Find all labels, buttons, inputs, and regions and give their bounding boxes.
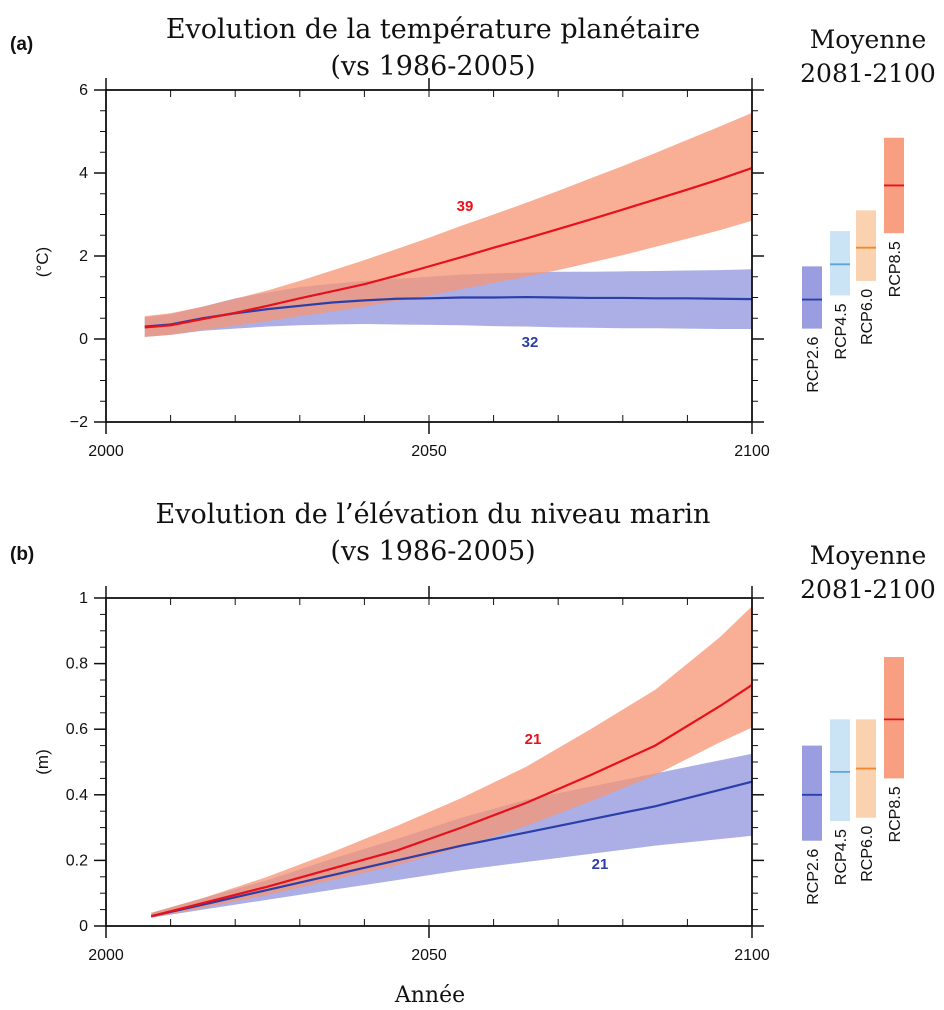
scenario-label-rcp6-0: RCP6.0 bbox=[859, 826, 876, 882]
scenario-label-rcp8-5: RCP8.5 bbox=[887, 241, 904, 297]
scenario-label-rcp4-5: RCP4.5 bbox=[833, 829, 850, 885]
y-tick-label: 6 bbox=[79, 82, 88, 99]
x-tick-label: 2000 bbox=[88, 947, 124, 964]
y-tick-label: 2 bbox=[79, 248, 88, 265]
range-bar-rcp2-6 bbox=[802, 266, 822, 329]
scenario-label-rcp6-0: RCP6.0 bbox=[859, 289, 876, 345]
model-count-label: 32 bbox=[522, 334, 539, 351]
y-tick-label: 4 bbox=[79, 165, 88, 182]
chart-subtitle: (vs 1986-2005) bbox=[330, 536, 535, 567]
y-axis-label: (m) bbox=[33, 749, 52, 774]
side-title-line1: Moyenne bbox=[810, 25, 927, 54]
model-count-label: 21 bbox=[592, 856, 609, 873]
side-title-line2: 2081-2100 bbox=[800, 59, 936, 88]
range-band-rcp2-6 bbox=[144, 269, 752, 337]
sea-level-side-bars: RCP2.6 RCP4.5 RCP6.0 RCP8.5 bbox=[802, 657, 904, 905]
temperature-panel: (a) Evolution de la température planétai… bbox=[10, 14, 936, 460]
x-tick-label: 2100 bbox=[734, 947, 770, 964]
range-bar-rcp4-5 bbox=[830, 719, 850, 822]
y-tick-label: 0.6 bbox=[66, 721, 88, 738]
panel-label: (b) bbox=[10, 544, 34, 565]
side-title-line2: 2081-2100 bbox=[800, 575, 936, 604]
x-axis-label: Année bbox=[394, 983, 465, 1008]
y-axis-label: (°C) bbox=[33, 247, 52, 277]
scenario-label-rcp8-5: RCP8.5 bbox=[887, 786, 904, 842]
x-tick-label: 2050 bbox=[411, 947, 447, 964]
model-count-label: 21 bbox=[525, 731, 542, 748]
chart-title: Evolution de la température planétaire bbox=[166, 14, 700, 45]
range-bar-rcp2-6 bbox=[802, 745, 822, 841]
panel-label: (a) bbox=[10, 34, 33, 55]
range-bar-rcp8-5 bbox=[884, 657, 904, 779]
mean-line-rcp2-6 bbox=[150, 780, 753, 918]
x-tick-label: 2000 bbox=[88, 443, 124, 460]
y-tick-label: 0 bbox=[79, 918, 88, 935]
side-title-line1: Moyenne bbox=[810, 541, 927, 570]
temperature-plot-area: 32 39 −2 0 2 4 6 2000 2050 2100 bbox=[70, 78, 770, 460]
range-bar-rcp4-5 bbox=[830, 231, 850, 296]
x-tick-label: 2100 bbox=[734, 443, 770, 460]
y-tick-label: 1 bbox=[79, 590, 88, 607]
range-band-rcp8-5 bbox=[151, 606, 753, 918]
range-bar-rcp6-0 bbox=[856, 210, 876, 281]
sea-level-plot-area: 21 21 0 0.2 0.4 0.6 0.8 1 2000 2050 2100 bbox=[66, 586, 770, 964]
x-tick-label: 2050 bbox=[411, 443, 447, 460]
temperature-side-bars: RCP2.6 RCP4.5 RCP6.0 RCP8.5 bbox=[802, 137, 904, 393]
scenario-label-rcp2-6: RCP2.6 bbox=[805, 849, 822, 905]
chart-subtitle: (vs 1986-2005) bbox=[330, 51, 535, 82]
sea-level-panel: (b) Evolution de l’élévation du niveau m… bbox=[10, 499, 936, 1008]
scenario-label-rcp2-6: RCP2.6 bbox=[805, 337, 822, 393]
y-tick-label: 0 bbox=[79, 331, 88, 348]
y-tick-label: 0.2 bbox=[66, 852, 88, 869]
range-band-rcp8-5 bbox=[144, 112, 752, 337]
mean-line-rcp8-5 bbox=[150, 684, 753, 918]
y-tick-label: 0.8 bbox=[66, 656, 88, 673]
scenario-label-rcp4-5: RCP4.5 bbox=[833, 303, 850, 359]
chart-title: Evolution de l’élévation du niveau marin bbox=[156, 499, 711, 530]
model-count-label: 39 bbox=[457, 198, 474, 215]
y-tick-label: 0.4 bbox=[66, 787, 88, 804]
y-tick-label: −2 bbox=[70, 414, 88, 431]
mean-line-rcp8-5 bbox=[144, 166, 753, 329]
